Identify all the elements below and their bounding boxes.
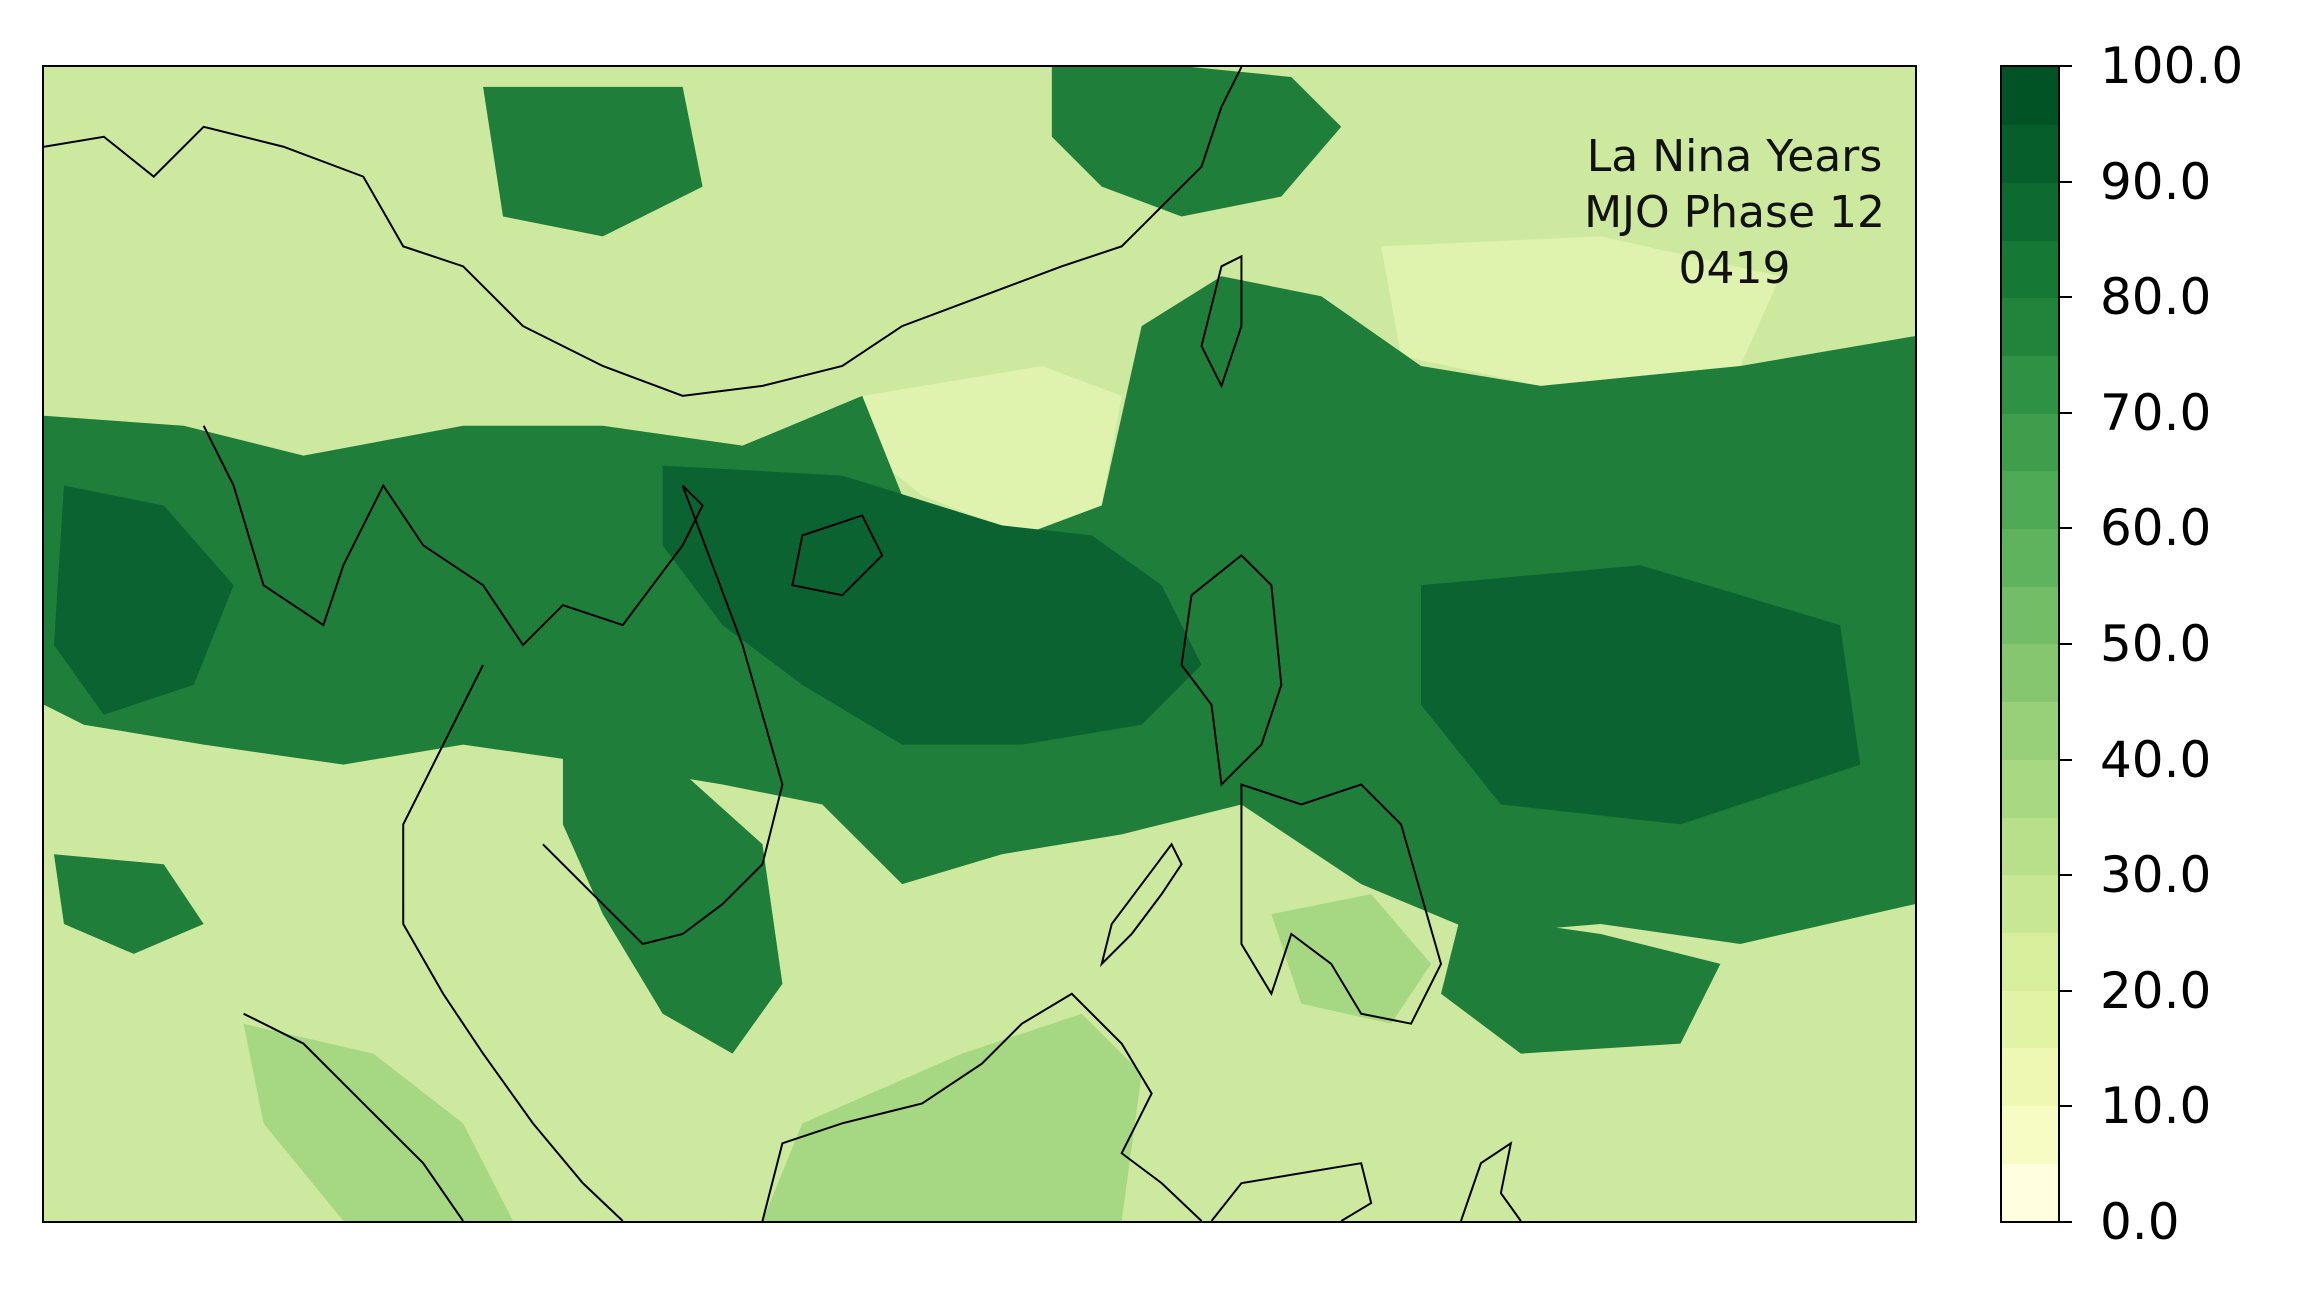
colorbar-tick-mark xyxy=(2058,643,2072,645)
colorbar-segment xyxy=(2002,355,2058,414)
coast-philippines-south xyxy=(1240,783,1443,1025)
annotation-line-3: 0419 xyxy=(1678,243,1791,294)
map-region-highest-west xyxy=(53,485,234,715)
colorbar-tick-label: 90.0 xyxy=(2100,152,2212,211)
map-region-high-west-myanmar xyxy=(53,854,204,954)
map-annotation: La Nina Years MJO Phase 12 0419 xyxy=(1584,129,1885,297)
map-region-mid-malaya xyxy=(243,1023,513,1221)
map-region-high-east-pacific xyxy=(1441,914,1721,1054)
colorbar-segment xyxy=(2002,990,2058,1049)
coast-indochina xyxy=(202,425,784,946)
colorbar-tick-mark xyxy=(2058,180,2072,183)
coast-hainan xyxy=(791,514,884,597)
colorbar-tick-mark xyxy=(2058,527,2072,530)
colorbar-tick-label: 20.0 xyxy=(2100,961,2212,1020)
colorbar-segment xyxy=(2002,817,2058,876)
coast-sumatra xyxy=(243,1012,464,1221)
colorbar-tick-mark xyxy=(2058,65,2072,67)
colorbar-tick-mark xyxy=(2058,989,2072,992)
colorbar-tick-label: 10.0 xyxy=(2100,1077,2212,1136)
map-region-mid-borneo xyxy=(762,1013,1142,1221)
colorbar-tick-label: 60.0 xyxy=(2100,499,2212,558)
colorbar-tick-mark xyxy=(2058,1105,2072,1108)
colorbar-segment xyxy=(2002,1047,2058,1107)
coast-palawan xyxy=(1099,842,1183,968)
map-field-svg xyxy=(44,67,1915,1221)
colorbar-segment xyxy=(2002,124,2058,183)
coast-mainland-asia xyxy=(44,67,1243,397)
colorbar-tick-label: 30.0 xyxy=(2100,846,2212,905)
colorbar-segment xyxy=(2002,1105,2058,1164)
map-region-highest-east xyxy=(1421,565,1861,825)
map-region-mid-mindanao xyxy=(1271,894,1432,1024)
colorbar-tick-mark xyxy=(2058,874,2072,877)
colorbar-segment xyxy=(2002,182,2058,241)
colorbar-tick-label: 70.0 xyxy=(2100,383,2212,442)
colorbar-segment xyxy=(2002,932,2058,991)
colorbar-segment xyxy=(2002,1163,2058,1221)
colorbar-tick-label: 0.0 xyxy=(2100,1193,2180,1251)
map-region-high-north xyxy=(483,86,703,237)
map-panel: La Nina Years MJO Phase 12 0419 xyxy=(42,65,1917,1223)
colorbar-segment xyxy=(2002,701,2058,760)
annotation-line-1: La Nina Years xyxy=(1586,131,1883,182)
map-region-pale-south-china-sea xyxy=(862,365,1122,536)
colorbar-segment xyxy=(2002,67,2058,126)
colorbar-segment xyxy=(2002,874,2058,933)
colorbar-segment xyxy=(2002,586,2058,645)
colorbar-tick-mark xyxy=(2058,411,2072,414)
colorbar-tick-label: 50.0 xyxy=(2100,615,2212,673)
coast-halmahera xyxy=(1460,1141,1522,1221)
colorbar-tick-mark xyxy=(2058,758,2072,761)
colorbar-tick-label: 40.0 xyxy=(2100,730,2212,789)
annotation-line-2: MJO Phase 12 xyxy=(1584,187,1885,238)
coastlines xyxy=(44,67,1522,1221)
map-region-high-east-china-sea xyxy=(1051,67,1342,217)
colorbar-segment xyxy=(2002,240,2058,299)
colorbar-tick-mark xyxy=(2058,1221,2072,1223)
coast-luzon xyxy=(1180,553,1283,787)
coast-malay-peninsula xyxy=(402,664,624,1221)
colorbar-segment xyxy=(2002,644,2058,703)
colorbar-tick-mark xyxy=(2058,296,2072,299)
colorbar xyxy=(2000,65,2060,1223)
map-region-highest-core xyxy=(662,465,1202,745)
coast-sulawesi xyxy=(1210,1162,1373,1221)
colorbar-segment xyxy=(2002,297,2058,356)
coast-taiwan xyxy=(1200,254,1243,389)
colorbar-segment xyxy=(2002,470,2058,530)
colorbar-tick-label: 80.0 xyxy=(2100,268,2212,327)
colorbar-ticks: 0.0 10.0 20.0 30.0 40.0 50.0 60.0 70.0 80.0 90.0 1… xyxy=(2058,37,2318,1251)
colorbar-segment xyxy=(2002,413,2058,472)
colorbar-segment xyxy=(2002,759,2058,818)
map-region-pale-north-pacific xyxy=(1381,236,1781,386)
colorbar-tick-label: 100.0 xyxy=(2100,37,2244,95)
map-region-high-mekong xyxy=(562,744,783,1054)
coast-borneo xyxy=(761,992,1203,1221)
colorbar-segment xyxy=(2002,528,2058,587)
